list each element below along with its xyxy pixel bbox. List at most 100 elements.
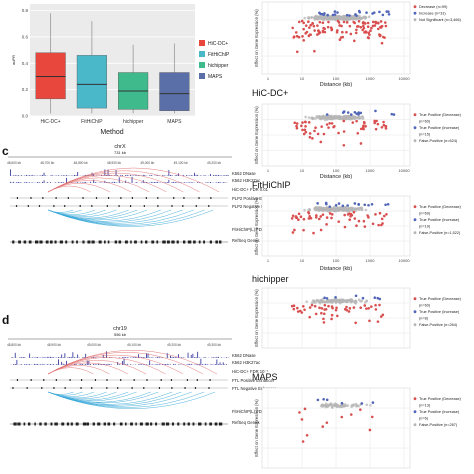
gene-exon xyxy=(218,422,223,426)
signal-bar xyxy=(38,182,40,183)
point-decrease xyxy=(304,130,308,134)
gene-exon xyxy=(215,240,218,244)
point-decrease xyxy=(320,307,324,310)
point-increase xyxy=(333,10,337,13)
signal-bar xyxy=(134,357,136,358)
signal-bar xyxy=(16,181,18,183)
point-increase xyxy=(341,204,345,208)
genome-panel-c: c chrX 731 kb 48,600 kb 48,700 kb 48,800 k… xyxy=(2,144,280,244)
point-decrease xyxy=(352,210,356,214)
signal-bar xyxy=(11,357,13,358)
point-increase xyxy=(340,401,344,405)
point-increase xyxy=(367,203,370,207)
signal-bar xyxy=(96,175,98,176)
gene-exon xyxy=(187,240,192,244)
signal-bar xyxy=(192,182,194,183)
point-increase xyxy=(325,113,329,116)
signal-bar xyxy=(218,364,219,365)
point-not-significant xyxy=(348,299,351,302)
genome-position-label: 48,700 kb xyxy=(40,161,54,165)
gene-exon xyxy=(135,422,137,426)
gene-exon xyxy=(161,422,165,426)
gene-exon xyxy=(65,240,68,244)
point-decrease xyxy=(384,124,388,128)
point-increase xyxy=(378,10,381,14)
scatter-xtick-label: 1000 xyxy=(366,258,376,263)
point-not-significant xyxy=(367,15,371,19)
scatter-legend-marker xyxy=(413,11,417,15)
signal-bar xyxy=(218,356,219,358)
point-increase xyxy=(325,398,329,402)
point-decrease xyxy=(357,20,361,23)
signal-bar xyxy=(190,354,192,358)
signal-bar xyxy=(206,364,208,365)
point-decrease xyxy=(369,29,372,33)
gene-exon xyxy=(198,422,202,426)
signal-bar xyxy=(42,181,43,183)
signal-bar xyxy=(210,173,211,176)
signal-bar xyxy=(176,357,178,358)
signal-bar xyxy=(122,361,123,365)
signal-bar xyxy=(120,174,122,176)
point-not-significant xyxy=(303,208,306,212)
signal-bar xyxy=(56,364,58,365)
signal-bar xyxy=(226,175,227,176)
point-decrease xyxy=(357,219,361,223)
point-decrease xyxy=(364,125,367,128)
signal-bar xyxy=(202,364,203,365)
gene-exon xyxy=(23,422,26,426)
interaction-arc-red xyxy=(47,175,167,193)
point-increase xyxy=(320,12,324,16)
genome-panel-d: d chr19 556 kb 48,800 kb 48,900 kb 49,000 … xyxy=(2,313,277,426)
genome-c-chrom: chrX xyxy=(114,144,126,150)
point-not-significant xyxy=(350,299,354,303)
signal-bar xyxy=(46,356,48,358)
genome-position-label: 48,900 kb xyxy=(47,343,61,347)
point-decrease xyxy=(298,411,301,414)
point-decrease xyxy=(374,20,378,24)
signal-bar xyxy=(107,169,109,176)
gene-exon xyxy=(66,422,70,426)
signal-bar xyxy=(173,363,175,365)
point-increase xyxy=(387,12,391,16)
point-decrease xyxy=(293,121,297,125)
point-decrease xyxy=(373,121,377,125)
gene-exon xyxy=(87,240,91,244)
point-decrease xyxy=(297,35,301,39)
signal-bar xyxy=(126,363,128,365)
point-decrease xyxy=(359,142,363,145)
point-decrease xyxy=(337,131,340,135)
signal-bar xyxy=(11,182,13,183)
enhancer-mark xyxy=(53,387,55,389)
signal-bar xyxy=(114,181,115,183)
signal-bar xyxy=(34,363,35,365)
signal-bar xyxy=(14,175,16,176)
signal-bar xyxy=(101,364,103,365)
point-increase xyxy=(333,13,337,16)
signal-bar xyxy=(133,357,135,358)
point-decrease xyxy=(309,33,312,37)
signal-bar xyxy=(182,357,184,358)
gene-exon xyxy=(130,422,133,426)
enhancer-mark xyxy=(30,379,32,381)
point-decrease xyxy=(310,303,314,307)
point-not-significant xyxy=(331,208,335,212)
point-decrease xyxy=(309,216,313,220)
track-label: PLP2 Negative Enhancer xyxy=(232,204,280,209)
point-decrease xyxy=(305,433,309,437)
signal-bar xyxy=(22,356,24,358)
point-decrease xyxy=(316,132,320,136)
track-label: PLP2 Positive Enhancer xyxy=(232,196,278,201)
enhancer-mark xyxy=(64,205,66,207)
signal-bar xyxy=(104,363,106,365)
signal-bar xyxy=(99,182,101,183)
enhancer-mark xyxy=(209,379,211,381)
signal-bar xyxy=(128,175,130,176)
gene-exon xyxy=(114,240,118,244)
boxplot-panel: 0.0 0.2 0.4 0.6 0.8 HiC-DC+ FitHiChIP hichippe… xyxy=(11,4,230,136)
box-ytick-label: 0.8 xyxy=(22,8,29,13)
point-not-significant xyxy=(304,115,307,119)
point-not-significant xyxy=(343,115,347,118)
signal-bar xyxy=(37,182,39,183)
point-decrease xyxy=(318,20,322,24)
